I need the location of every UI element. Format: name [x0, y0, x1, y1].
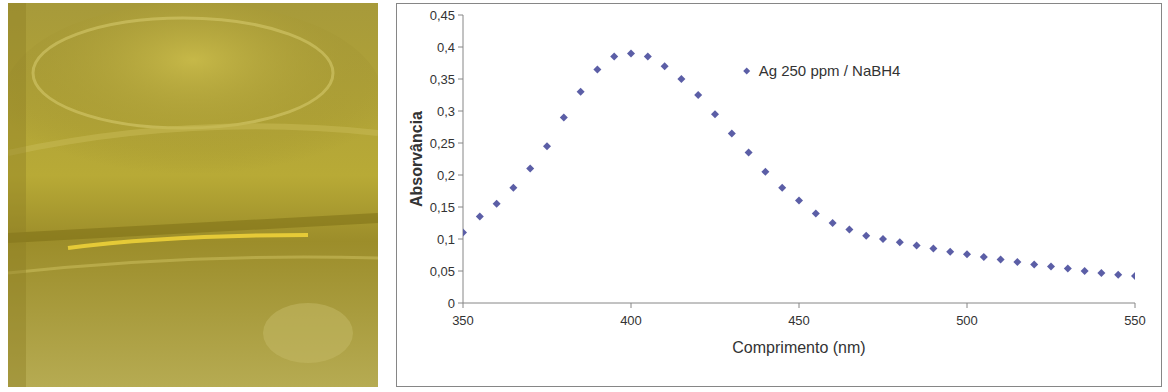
y-tick-label: 0,2 [437, 168, 455, 183]
y-tick [458, 15, 463, 16]
y-tick [458, 271, 463, 272]
data-point [1047, 263, 1055, 271]
data-point [644, 53, 652, 61]
x-tick-label: 550 [1124, 313, 1146, 328]
y-tick [458, 207, 463, 208]
data-point [795, 197, 803, 205]
y-tick [458, 111, 463, 112]
y-tick-label: 0,15 [430, 200, 455, 215]
data-point [879, 235, 887, 243]
data-point [929, 245, 937, 253]
x-tick-label: 500 [956, 313, 978, 328]
y-axis-title: Absorvância [408, 111, 425, 207]
legend: Ag 250 ppm / NaBH4 [743, 62, 900, 79]
y-tick-label: 0,25 [430, 136, 455, 151]
data-point [980, 253, 988, 261]
data-point [963, 250, 971, 258]
data-point [778, 184, 786, 192]
y-tick-label: 0,45 [430, 8, 455, 23]
plot-area [463, 49, 1135, 280]
data-point [463, 229, 467, 237]
x-tick [967, 303, 968, 308]
data-point [913, 241, 921, 249]
data-point [560, 113, 568, 121]
y-tick-label: 0,4 [437, 40, 455, 55]
data-point [812, 209, 820, 217]
data-point [728, 129, 736, 137]
data-point [745, 149, 753, 157]
y-tick-label: 0,1 [437, 232, 455, 247]
data-point [1081, 267, 1089, 275]
data-point [677, 75, 685, 83]
y-tick [458, 175, 463, 176]
y-tick [458, 143, 463, 144]
y-tick-label: 0 [448, 296, 455, 311]
data-point [896, 238, 904, 246]
data-point [711, 110, 719, 118]
data-point [610, 53, 618, 61]
y-tick [458, 47, 463, 48]
y-axis [463, 15, 464, 303]
chart-frame [397, 4, 1162, 387]
data-point [829, 219, 837, 227]
legend-label: Ag 250 ppm / NaBH4 [759, 62, 901, 79]
data-point [1131, 272, 1135, 280]
y-tick [458, 239, 463, 240]
y-tick-label: 0,35 [430, 72, 455, 87]
data-point [946, 248, 954, 256]
data-point [577, 88, 585, 96]
x-tick [463, 303, 464, 308]
y-tick-label: 0,05 [430, 264, 455, 279]
data-point [1097, 269, 1105, 277]
x-axis-title: Comprimento (nm) [732, 339, 865, 356]
data-point [997, 255, 1005, 263]
x-tick [631, 303, 632, 308]
x-tick [799, 303, 800, 308]
data-point [1030, 261, 1038, 269]
data-point [1013, 258, 1021, 266]
data-point [845, 225, 853, 233]
data-point [661, 62, 669, 70]
data-point [526, 165, 534, 173]
data-point [476, 213, 484, 221]
data-point [1114, 271, 1122, 279]
data-point [1064, 264, 1072, 272]
y-tick [458, 79, 463, 80]
data-point [627, 49, 635, 57]
x-tick-label: 450 [788, 313, 810, 328]
sample-photo [8, 3, 378, 387]
data-point [543, 142, 551, 150]
data-point [694, 91, 702, 99]
data-point [862, 232, 870, 240]
data-point [493, 200, 501, 208]
data-point [761, 168, 769, 176]
legend-marker [743, 68, 750, 75]
data-point [593, 65, 601, 73]
y-tick [458, 303, 463, 304]
x-tick-label: 400 [620, 313, 642, 328]
data-point [509, 184, 517, 192]
x-tick [1135, 303, 1136, 308]
chart: 0 0,05 0,1 0,15 0,2 0,25 0,3 0,35 0,4 0,45 350 400 4… [396, 3, 1162, 387]
y-tick-label: 0,3 [437, 104, 455, 119]
x-tick-label: 350 [452, 313, 474, 328]
